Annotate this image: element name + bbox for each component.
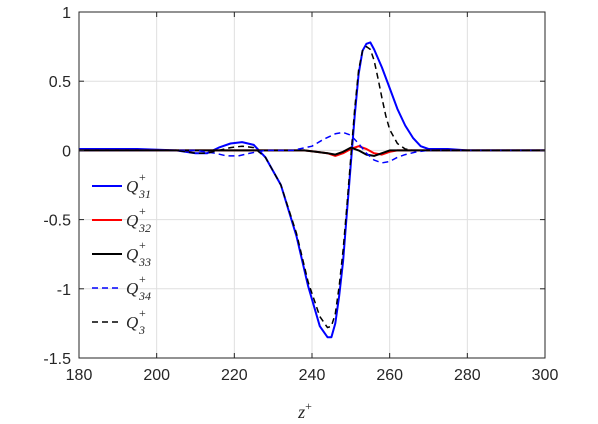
x-axis-label-text: z (297, 402, 305, 422)
legend-label-sub: 34 (138, 289, 151, 303)
legend-label-sub: 31 (138, 187, 151, 201)
y-tick-label: 0.5 (49, 74, 71, 91)
y-tick-label: 1 (62, 5, 71, 22)
legend-label-sup: + (139, 170, 146, 184)
ticks (78, 11, 546, 359)
legend-label-main: Q (126, 245, 138, 264)
y-tick-label: -1.5 (43, 351, 71, 368)
legend-label-q31: Q+ 31 (126, 170, 151, 201)
legend-label-q33: Q+ 33 (126, 238, 151, 269)
tick-labels: 180 200 220 240 260 280 300 1 0.5 0 -0.5 -1 -1.5 (43, 5, 558, 384)
legend-label-sup: + (139, 238, 146, 252)
legend-label-sup: + (139, 272, 146, 286)
legend-label-sup: + (139, 204, 146, 218)
x-tick-label: 220 (221, 367, 248, 384)
legend-label-q3: Q+ 3 (126, 306, 146, 337)
legend-label-sup: + (139, 306, 146, 320)
legend-label-main: Q (126, 177, 138, 196)
series-line-q33 (79, 146, 545, 157)
x-tick-label: 240 (299, 367, 326, 384)
x-axis-label: z+ (297, 399, 312, 422)
legend-label-sub: 32 (138, 221, 151, 235)
x-tick-label: 280 (454, 367, 481, 384)
series-line-q3 (79, 45, 545, 329)
legend-label-q34: Q+ 34 (126, 272, 151, 303)
legend-label-sub: 3 (138, 323, 145, 337)
x-axis-label-sup: + (305, 399, 312, 413)
series-line-q34 (79, 131, 545, 164)
x-tick-label: 300 (532, 367, 559, 384)
x-tick-label: 180 (66, 367, 93, 384)
legend-label-main: Q (126, 279, 138, 298)
y-tick-label: 0 (62, 143, 71, 160)
x-tick-label: 260 (376, 367, 403, 384)
legend-label-q32: Q+ 32 (126, 204, 151, 235)
y-tick-label: -1 (57, 282, 71, 299)
legend-label-sub: 33 (138, 255, 151, 269)
x-tick-label: 200 (143, 367, 170, 384)
y-tick-label: -0.5 (43, 213, 71, 230)
legend-label-main: Q (126, 211, 138, 230)
legend: Q+ 31Q+ 32Q+ 33Q+ 34Q+ 3 (92, 170, 151, 337)
series-layer (79, 41, 545, 339)
legend-label-main: Q (126, 313, 138, 332)
